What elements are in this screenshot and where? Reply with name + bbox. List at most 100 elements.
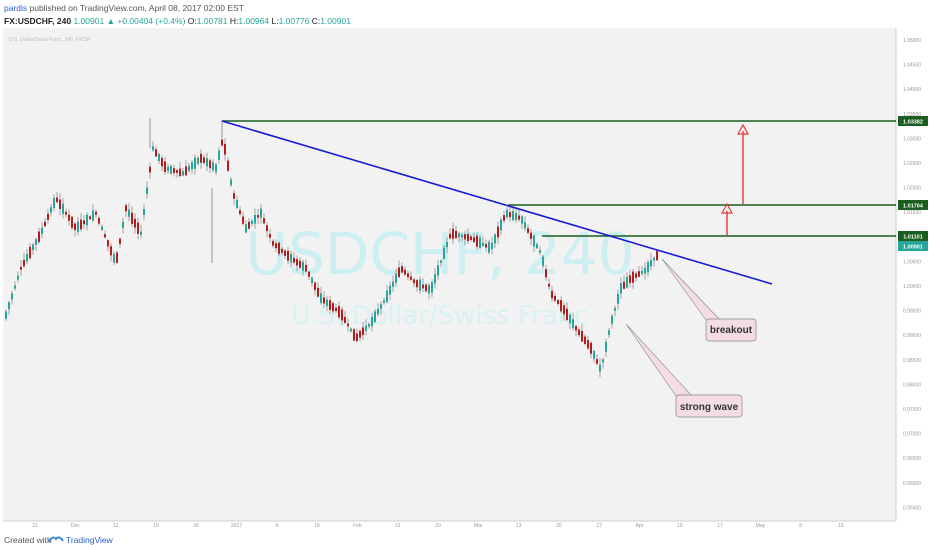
time-tick-label: 20 (435, 523, 441, 529)
candle (14, 285, 16, 289)
candle (227, 160, 229, 171)
candle (647, 262, 649, 273)
candle (428, 285, 430, 294)
candle (644, 267, 646, 274)
candle (338, 306, 340, 318)
candle (413, 279, 415, 284)
price-tick-label: 0.95500 (903, 505, 921, 511)
candle (74, 223, 76, 230)
callout-strong-wave[interactable] (675, 394, 743, 418)
candle (200, 153, 202, 163)
candle (38, 231, 40, 242)
candle (95, 211, 97, 215)
price-scale[interactable]: 1.05000 1.04500 1.04000 1.03500 1.03000 1.025… (903, 38, 921, 511)
candle (218, 150, 220, 160)
candle (206, 158, 208, 167)
price-tick-label: 1.04500 (903, 63, 921, 69)
candle (62, 203, 64, 214)
candle (251, 220, 253, 224)
candle (620, 283, 622, 294)
candle (536, 244, 538, 249)
candle (656, 250, 658, 261)
candle (635, 273, 637, 278)
candle (545, 269, 547, 278)
candle (554, 295, 556, 301)
price-tick-label: 1.03500 (903, 112, 921, 118)
chart-header: pardis published on TradingView.com, Apr… (0, 0, 932, 28)
candle (323, 297, 325, 304)
candle (485, 243, 487, 248)
candle (29, 246, 31, 259)
price-tick-label: 0.99500 (903, 309, 921, 315)
candle (344, 316, 346, 323)
candle (425, 284, 427, 292)
candle (416, 280, 418, 288)
candle (317, 287, 319, 297)
candle (257, 214, 259, 218)
time-tick-label: Mar (474, 523, 483, 529)
price-tick-label: 0.96500 (903, 456, 921, 462)
candle (557, 300, 559, 304)
price-label-3-text: 1.01101 (903, 235, 923, 241)
candle (296, 259, 298, 266)
time-tick-label: Dec (71, 523, 80, 529)
footer: Created with TradingView (0, 530, 932, 550)
candle (248, 221, 250, 229)
candle (404, 269, 406, 275)
candle (155, 149, 157, 157)
candlestick-series (5, 118, 658, 378)
symbol-label[interactable]: FX:USDCHF, 240 (4, 16, 72, 26)
candle (119, 238, 121, 244)
candle (488, 241, 490, 253)
candle (260, 208, 262, 218)
candle (626, 276, 628, 288)
author-link[interactable]: pardis (4, 3, 28, 13)
price-chart[interactable]: U.S. Dollar/Swiss Franc, 240, FXCM USDCH… (0, 28, 932, 530)
price-change: +0.00404 (+0.4%) (117, 16, 186, 26)
candle (431, 282, 433, 293)
candle (161, 157, 163, 167)
candle (590, 342, 592, 354)
candle (17, 275, 19, 280)
candle (128, 209, 130, 217)
candle (569, 314, 571, 324)
price-label-current: 1.00901 (898, 241, 928, 251)
candle (611, 315, 613, 324)
candle (44, 221, 46, 227)
candle (458, 233, 460, 238)
candle (608, 330, 610, 335)
time-tick-label: 16 (314, 523, 320, 529)
low-label: L: (271, 16, 279, 26)
time-tick-label: 27 (596, 523, 602, 529)
price-tick-label: 0.98500 (903, 358, 921, 364)
time-scale[interactable]: 21 Dec 12 19 26 2017 9 16 Feb 13 20 Mar 13 20 27 Apr 10 1… (32, 523, 844, 529)
arrow-up-long-head (736, 123, 750, 135)
chart-panel[interactable]: U.S. Dollar/Swiss Franc, 240, FXCM USDCH… (0, 28, 932, 530)
time-tick-label: Feb (353, 523, 362, 529)
candle (434, 274, 436, 284)
candle (104, 234, 106, 238)
candle (179, 168, 181, 177)
trend-line[interactable] (221, 120, 773, 285)
tradingview-link[interactable]: TradingView (66, 535, 113, 545)
callout-breakout[interactable] (705, 318, 757, 342)
candle (419, 279, 421, 291)
candle (134, 218, 136, 228)
candle (365, 325, 367, 331)
candle (305, 264, 307, 272)
tradingview-logo-icon[interactable] (48, 533, 64, 547)
candle (116, 252, 118, 263)
candle (515, 213, 517, 221)
candle (362, 327, 364, 336)
candle (149, 166, 151, 173)
price-label-3: 1.01101 (898, 231, 928, 241)
candle (239, 210, 241, 215)
plot-area[interactable] (3, 28, 896, 521)
candle (533, 235, 535, 247)
candle (566, 308, 568, 321)
candle (32, 244, 34, 250)
candle (272, 240, 274, 246)
candle (299, 260, 301, 268)
candle (287, 250, 289, 261)
candle (551, 290, 553, 299)
